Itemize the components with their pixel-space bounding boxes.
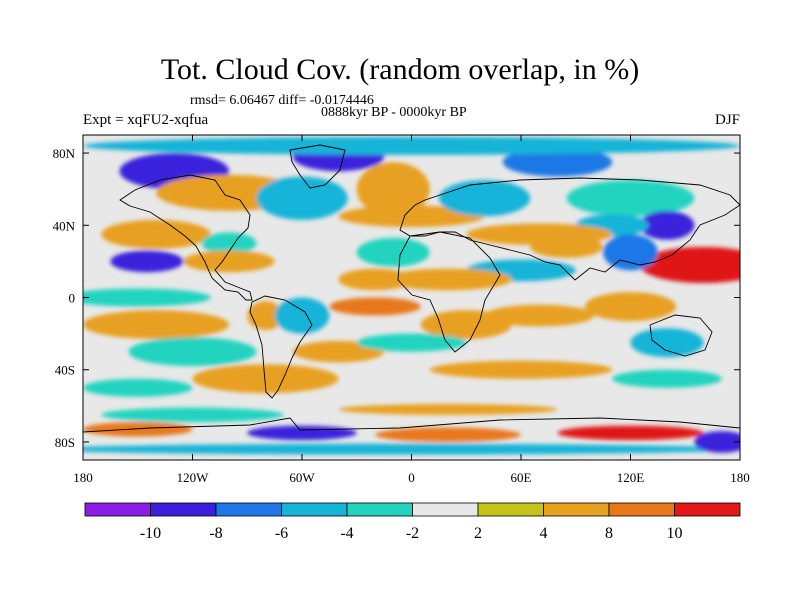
y-tick-label: 80N [53, 146, 76, 161]
y-tick-label: 40N [53, 218, 76, 233]
colorbar-swatch [477, 502, 544, 517]
x-axis: 180 120W 60W 0 60E 120E 180 [73, 135, 750, 485]
y-tick-label: 40S [55, 363, 75, 378]
y-axis: 80N 40N 0 40S 80S [53, 146, 740, 450]
colorbar-swatch [281, 502, 348, 517]
field-patch [438, 180, 531, 217]
colorbar-label: -8 [209, 525, 222, 542]
x-tick-label: 0 [408, 470, 415, 485]
plot-title: Tot. Cloud Cov. (random overlap, in %) [160, 53, 640, 86]
coastlines [83, 144, 740, 433]
field-patch [375, 427, 521, 442]
y-tick-label: 0 [69, 291, 76, 306]
field-patch [630, 328, 704, 358]
field-patch [356, 333, 467, 352]
coast-south-america [249, 295, 313, 399]
colorbar-swatch [84, 502, 151, 517]
field-patch [110, 250, 184, 273]
x-tick-label: 60E [511, 470, 532, 485]
field-patch [484, 304, 594, 327]
x-tick-label: 180 [73, 470, 93, 485]
colorbar-label: 2 [474, 525, 482, 542]
field-patch [83, 378, 193, 397]
colorbar-label: 8 [605, 525, 613, 542]
x-tick-label: 120W [177, 470, 210, 485]
field-patch [128, 337, 257, 367]
field-patch [356, 162, 430, 217]
field-patch [101, 219, 211, 249]
field-patch [83, 422, 193, 437]
cloud-anomaly-field [83, 135, 740, 460]
coast-africa [397, 231, 501, 353]
field-patch [83, 288, 211, 307]
field-patch [183, 250, 275, 273]
field-patch [83, 136, 740, 155]
colorbar-swatch [412, 502, 479, 517]
colorbar-label: 10 [667, 525, 683, 542]
stats-line: rmsd= 6.06467 diff= -0.0174446 [190, 93, 374, 108]
field-patch [83, 310, 229, 340]
y-tick-label: 80S [55, 435, 75, 450]
coast-eurasia [399, 177, 740, 281]
season-label: DJF [714, 112, 740, 128]
experiment-label: Expt = xqFU2-xqfua [83, 112, 209, 128]
field-patch [329, 297, 421, 316]
field-patch [292, 340, 385, 363]
colorbar-swatch [608, 502, 675, 517]
field-patch [384, 268, 512, 291]
coast-antarctica [83, 417, 740, 433]
field-patch [584, 292, 677, 321]
colorbar-swatch [346, 502, 413, 517]
coast-north-america [119, 174, 253, 301]
field-patch [694, 431, 740, 453]
field-patch [530, 236, 604, 258]
field-patch [639, 210, 695, 240]
field-patch [247, 301, 284, 330]
field-patch [603, 234, 658, 271]
colorbar-swatch [215, 502, 282, 517]
field-patch [429, 360, 613, 379]
colorbar-label: -2 [406, 525, 419, 542]
field-patch [612, 369, 722, 388]
field-patch [639, 246, 740, 284]
field-patch [83, 443, 740, 455]
field-patch [557, 425, 704, 441]
x-tick-label: 120E [617, 470, 645, 485]
field-patch [338, 404, 558, 415]
field-patch [192, 364, 339, 394]
colorbar-label: 4 [540, 525, 548, 542]
colorbar-swatch [543, 502, 610, 517]
field-patch [356, 237, 430, 267]
colorbar: -10 -8 -6 -4 -2 2 4 8 10 [84, 502, 741, 542]
field-patch [247, 425, 357, 441]
colorbar-label: -4 [340, 525, 353, 542]
field-patch [566, 180, 695, 217]
colorbar-swatch [674, 502, 741, 517]
colorbar-swatch [150, 502, 217, 517]
coast-greenland [289, 144, 346, 189]
field-patch [502, 147, 613, 177]
colorbar-label: -6 [275, 525, 288, 542]
field-patch [101, 407, 284, 423]
colorbar-label: -10 [140, 525, 161, 542]
field-patch [274, 297, 330, 334]
field-patch [201, 232, 257, 255]
period-line: 0888kyr BP - 0000kyr BP [321, 105, 467, 120]
field-patch [256, 176, 348, 220]
field-patch [338, 205, 485, 228]
field-patch [338, 268, 412, 291]
x-tick-label: 180 [730, 470, 750, 485]
coast-australia [649, 314, 713, 357]
x-tick-label: 60W [289, 470, 315, 485]
